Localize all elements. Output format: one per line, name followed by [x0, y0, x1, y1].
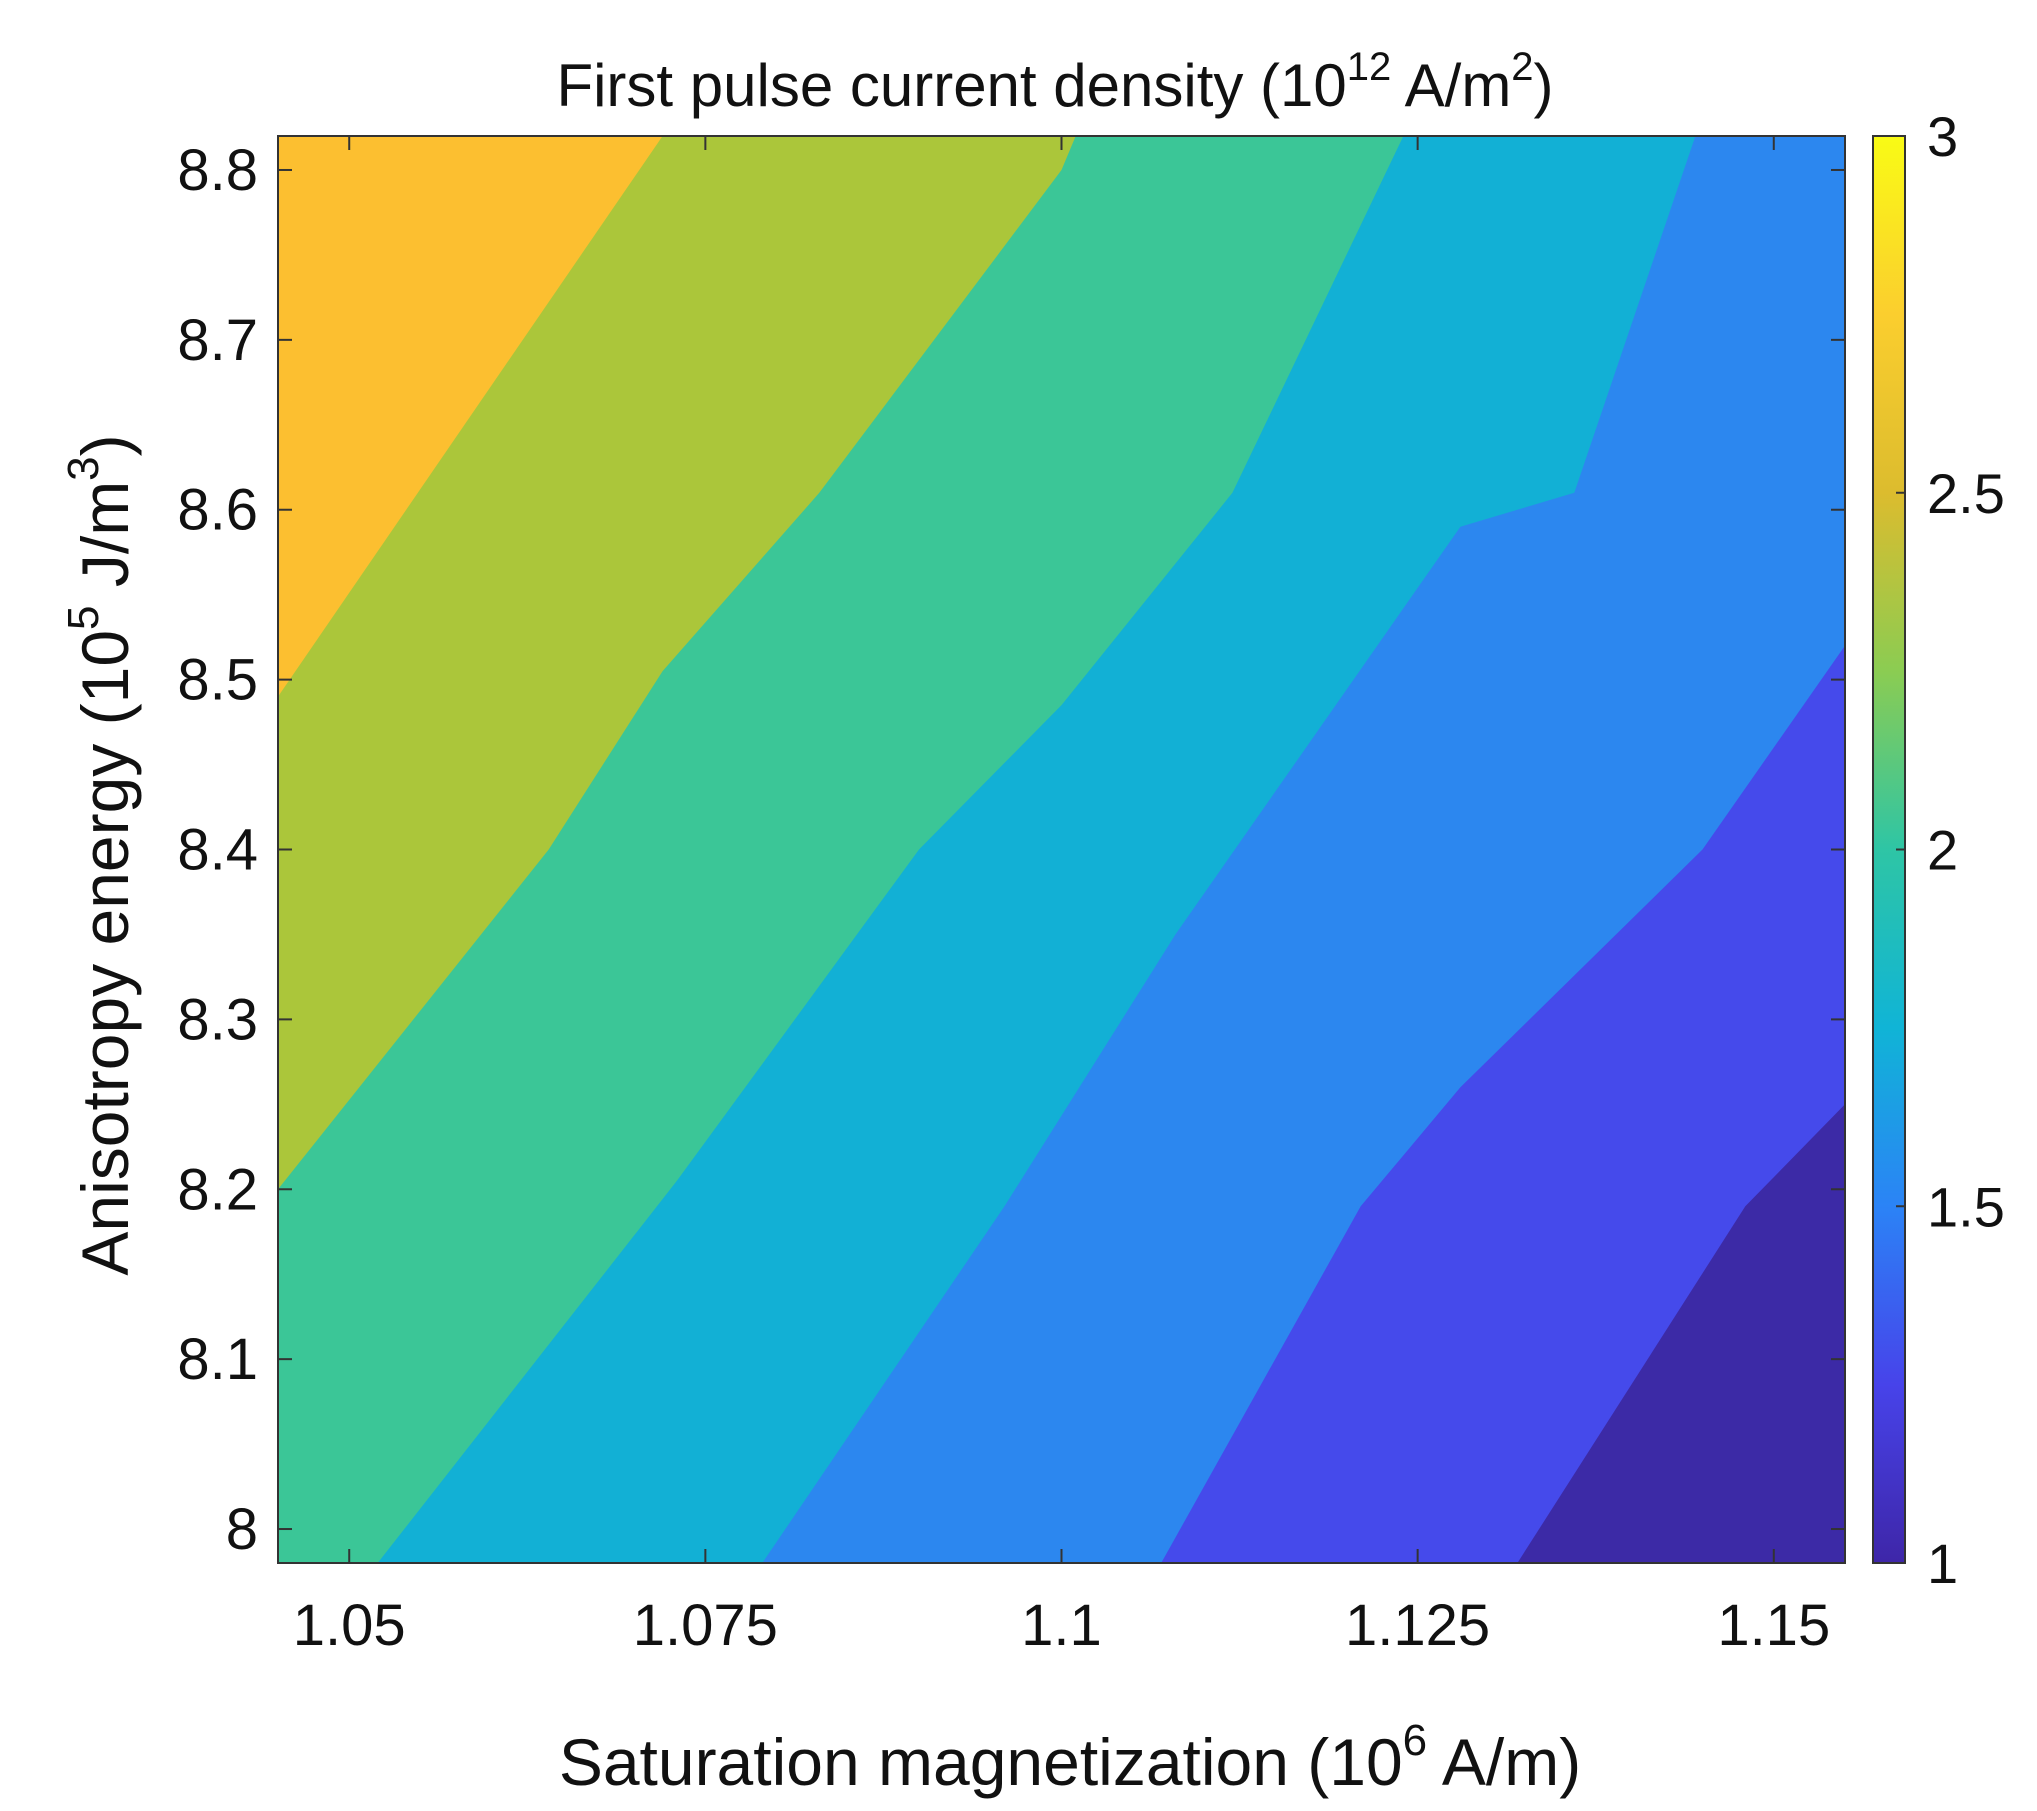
chart-title: First pulse current density (1012 A/m2)	[556, 45, 1553, 119]
y-tick-label: 8.5	[177, 648, 258, 713]
y-tick-label: 8.4	[177, 818, 258, 883]
y-tick-label: 8.8	[177, 138, 258, 203]
contour-plot-area	[278, 136, 1846, 1563]
contour-band	[1517, 1104, 1845, 1563]
colorbar-tick-label: 1.5	[1927, 1175, 2005, 1238]
colorbar-tick-label: 3	[1927, 105, 1958, 168]
y-tick-label: 8.3	[177, 987, 258, 1052]
x-axis: 1.05 1.075 1.1 1.125 1.15	[293, 136, 1830, 1658]
colorbar-ticks: 1 1.5 2 2.5 3	[1896, 105, 2005, 1595]
y-tick-label: 8	[226, 1497, 258, 1562]
y-tick-label: 8.2	[177, 1157, 258, 1222]
x-tick-label: 1.05	[293, 1593, 406, 1658]
y-tick-label: 8.7	[177, 308, 258, 373]
x-tick-label: 1.075	[633, 1593, 778, 1658]
colorbar-tick-label: 2	[1927, 819, 1958, 882]
y-tick-label: 8.6	[177, 478, 258, 543]
x-tick-label: 1.1	[1021, 1593, 1102, 1658]
colorbar-tick-label: 2.5	[1927, 462, 2005, 525]
colorbar-tick-label: 1	[1927, 1532, 1958, 1595]
x-tick-label: 1.125	[1345, 1593, 1490, 1658]
x-axis-title: Saturation magnetization (106 A/m)	[559, 1716, 1581, 1799]
x-tick-label: 1.15	[1717, 1593, 1830, 1658]
y-axis: 8 8.1 8.2 8.3 8.4 8.5 8.6 8.7 8.8	[177, 138, 1845, 1562]
y-axis-title: Anisotropy energy (105 J/m3)	[59, 434, 142, 1275]
y-tick-label: 8.1	[177, 1327, 258, 1392]
